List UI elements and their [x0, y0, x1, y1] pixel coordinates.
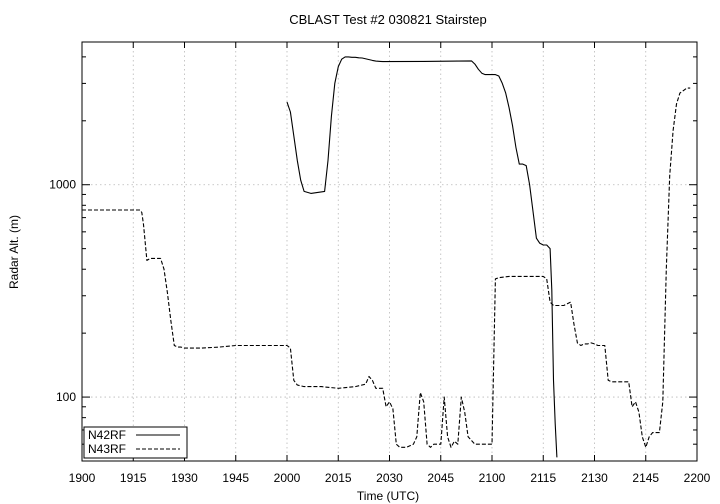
x-tick-label: 2145 — [632, 471, 659, 485]
y-tick-labels: 100 1000 — [49, 178, 76, 404]
x-tick-label: 2100 — [479, 471, 506, 485]
y-tick-label: 1000 — [49, 178, 76, 192]
y-axis-label: Radar Alt. (m) — [7, 215, 21, 289]
x-tick-label: 2045 — [427, 471, 454, 485]
legend-box — [83, 426, 188, 459]
x-axis-label: Time (UTC) — [357, 489, 419, 503]
x-tick-label: 1915 — [120, 471, 147, 485]
x-tick-label: 1900 — [69, 471, 96, 485]
series-line-n43rf — [82, 87, 691, 448]
x-tick-label: 2030 — [376, 471, 403, 485]
x-tick-label: 2130 — [581, 471, 608, 485]
legend-label-n43rf: N43RF — [88, 442, 126, 456]
y-tick-label: 100 — [56, 390, 76, 404]
x-tick-label: 1930 — [171, 471, 198, 485]
x-tick-label: 2200 — [684, 471, 711, 485]
x-tick-label: 1945 — [222, 471, 249, 485]
x-tick-label: 2000 — [274, 471, 301, 485]
chart-title: CBLAST Test #2 030821 Stairstep — [289, 12, 487, 27]
series-line-n42rf — [286, 56, 558, 458]
x-tick-labels: 1900 1915 1930 1945 2000 2015 2030 2045 2100 2115… — [69, 471, 711, 485]
x-tick-label: 2115 — [530, 471, 556, 485]
gridlines — [82, 42, 697, 461]
legend: N42RF N43RF — [83, 426, 188, 459]
legend-label-n42rf: N42RF — [88, 428, 126, 442]
series-lines — [82, 56, 691, 458]
x-tick-label: 2015 — [325, 471, 352, 485]
